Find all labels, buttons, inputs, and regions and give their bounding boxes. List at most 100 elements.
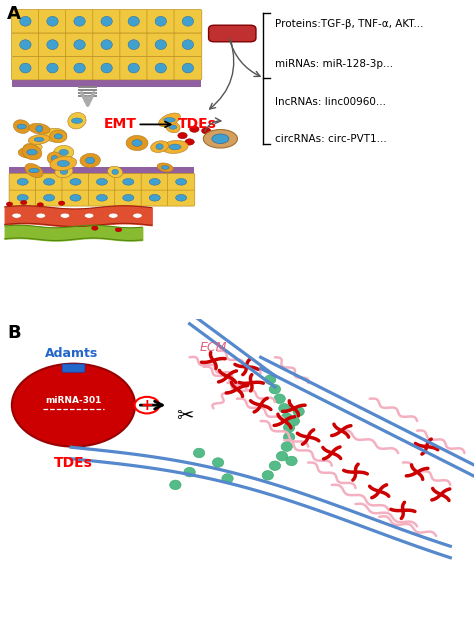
Ellipse shape — [47, 63, 58, 73]
Text: TDEs: TDEs — [178, 117, 217, 131]
Text: ECM: ECM — [200, 341, 227, 354]
Circle shape — [20, 200, 27, 205]
FancyBboxPatch shape — [93, 56, 120, 80]
Ellipse shape — [169, 125, 177, 130]
FancyBboxPatch shape — [174, 56, 202, 80]
Circle shape — [6, 202, 13, 207]
Ellipse shape — [123, 195, 134, 201]
Ellipse shape — [149, 179, 160, 185]
Ellipse shape — [68, 112, 86, 129]
Circle shape — [115, 228, 122, 232]
Ellipse shape — [169, 144, 181, 150]
Ellipse shape — [74, 63, 85, 73]
Ellipse shape — [17, 124, 26, 129]
Ellipse shape — [283, 422, 295, 433]
Ellipse shape — [182, 63, 193, 73]
Ellipse shape — [288, 416, 300, 426]
Text: Proteins:TGF-β, TNF-α, AKT...: Proteins:TGF-β, TNF-α, AKT... — [275, 19, 423, 29]
Ellipse shape — [133, 213, 142, 218]
Ellipse shape — [182, 17, 193, 26]
Ellipse shape — [27, 149, 37, 155]
Ellipse shape — [44, 179, 55, 185]
FancyBboxPatch shape — [66, 56, 93, 80]
Ellipse shape — [44, 195, 55, 201]
Ellipse shape — [269, 384, 281, 394]
Ellipse shape — [156, 144, 163, 149]
FancyBboxPatch shape — [62, 189, 89, 206]
FancyBboxPatch shape — [38, 10, 66, 33]
FancyBboxPatch shape — [174, 10, 202, 33]
Ellipse shape — [193, 448, 205, 458]
Circle shape — [201, 128, 211, 134]
Ellipse shape — [128, 17, 139, 26]
Circle shape — [135, 397, 159, 413]
Ellipse shape — [149, 195, 160, 201]
FancyBboxPatch shape — [93, 33, 120, 56]
FancyBboxPatch shape — [168, 174, 195, 190]
Ellipse shape — [96, 195, 108, 201]
Ellipse shape — [264, 375, 276, 384]
FancyBboxPatch shape — [141, 189, 168, 206]
Ellipse shape — [108, 167, 123, 177]
Circle shape — [185, 139, 194, 145]
Ellipse shape — [28, 123, 50, 134]
Ellipse shape — [123, 179, 134, 185]
FancyBboxPatch shape — [38, 56, 66, 80]
Text: EMT: EMT — [103, 117, 136, 131]
Ellipse shape — [70, 179, 81, 185]
Text: circRNAs: circ-PVT1...: circRNAs: circ-PVT1... — [275, 134, 387, 144]
Circle shape — [12, 364, 135, 447]
FancyBboxPatch shape — [120, 56, 147, 80]
Bar — [9, 167, 194, 174]
Ellipse shape — [60, 213, 70, 218]
Ellipse shape — [155, 40, 166, 50]
Ellipse shape — [276, 452, 288, 461]
Ellipse shape — [155, 63, 166, 73]
Ellipse shape — [203, 130, 237, 148]
FancyBboxPatch shape — [147, 33, 175, 56]
Ellipse shape — [151, 141, 169, 152]
Ellipse shape — [28, 135, 50, 144]
Ellipse shape — [59, 149, 68, 156]
Text: miRNA-301: miRNA-301 — [46, 396, 101, 405]
Circle shape — [190, 126, 199, 133]
Ellipse shape — [54, 145, 74, 160]
FancyBboxPatch shape — [62, 174, 89, 190]
FancyBboxPatch shape — [209, 26, 256, 42]
Ellipse shape — [36, 213, 46, 218]
Ellipse shape — [22, 144, 42, 160]
FancyBboxPatch shape — [141, 174, 168, 190]
Circle shape — [91, 226, 98, 230]
Ellipse shape — [72, 118, 82, 123]
Ellipse shape — [212, 458, 224, 467]
FancyBboxPatch shape — [88, 174, 116, 190]
Ellipse shape — [23, 143, 42, 152]
FancyBboxPatch shape — [120, 10, 147, 33]
Ellipse shape — [274, 394, 285, 403]
Bar — [12, 80, 201, 87]
Ellipse shape — [60, 168, 68, 174]
Ellipse shape — [155, 17, 166, 26]
Ellipse shape — [162, 140, 188, 154]
Ellipse shape — [20, 40, 31, 50]
Ellipse shape — [70, 195, 81, 201]
Ellipse shape — [17, 179, 28, 185]
Text: lncRNAs: linc00960...: lncRNAs: linc00960... — [275, 97, 386, 107]
Ellipse shape — [157, 163, 173, 172]
FancyBboxPatch shape — [174, 33, 202, 56]
FancyBboxPatch shape — [9, 174, 36, 190]
Circle shape — [58, 201, 65, 205]
Ellipse shape — [29, 168, 39, 173]
Ellipse shape — [281, 441, 292, 452]
Ellipse shape — [109, 213, 118, 218]
Ellipse shape — [293, 407, 304, 416]
FancyBboxPatch shape — [36, 189, 63, 206]
Ellipse shape — [101, 40, 112, 50]
Ellipse shape — [96, 179, 108, 185]
Ellipse shape — [159, 113, 180, 127]
Ellipse shape — [283, 433, 295, 441]
Ellipse shape — [20, 63, 31, 73]
Ellipse shape — [28, 145, 37, 149]
Text: A: A — [7, 4, 21, 23]
Text: Adamts: Adamts — [45, 347, 98, 360]
